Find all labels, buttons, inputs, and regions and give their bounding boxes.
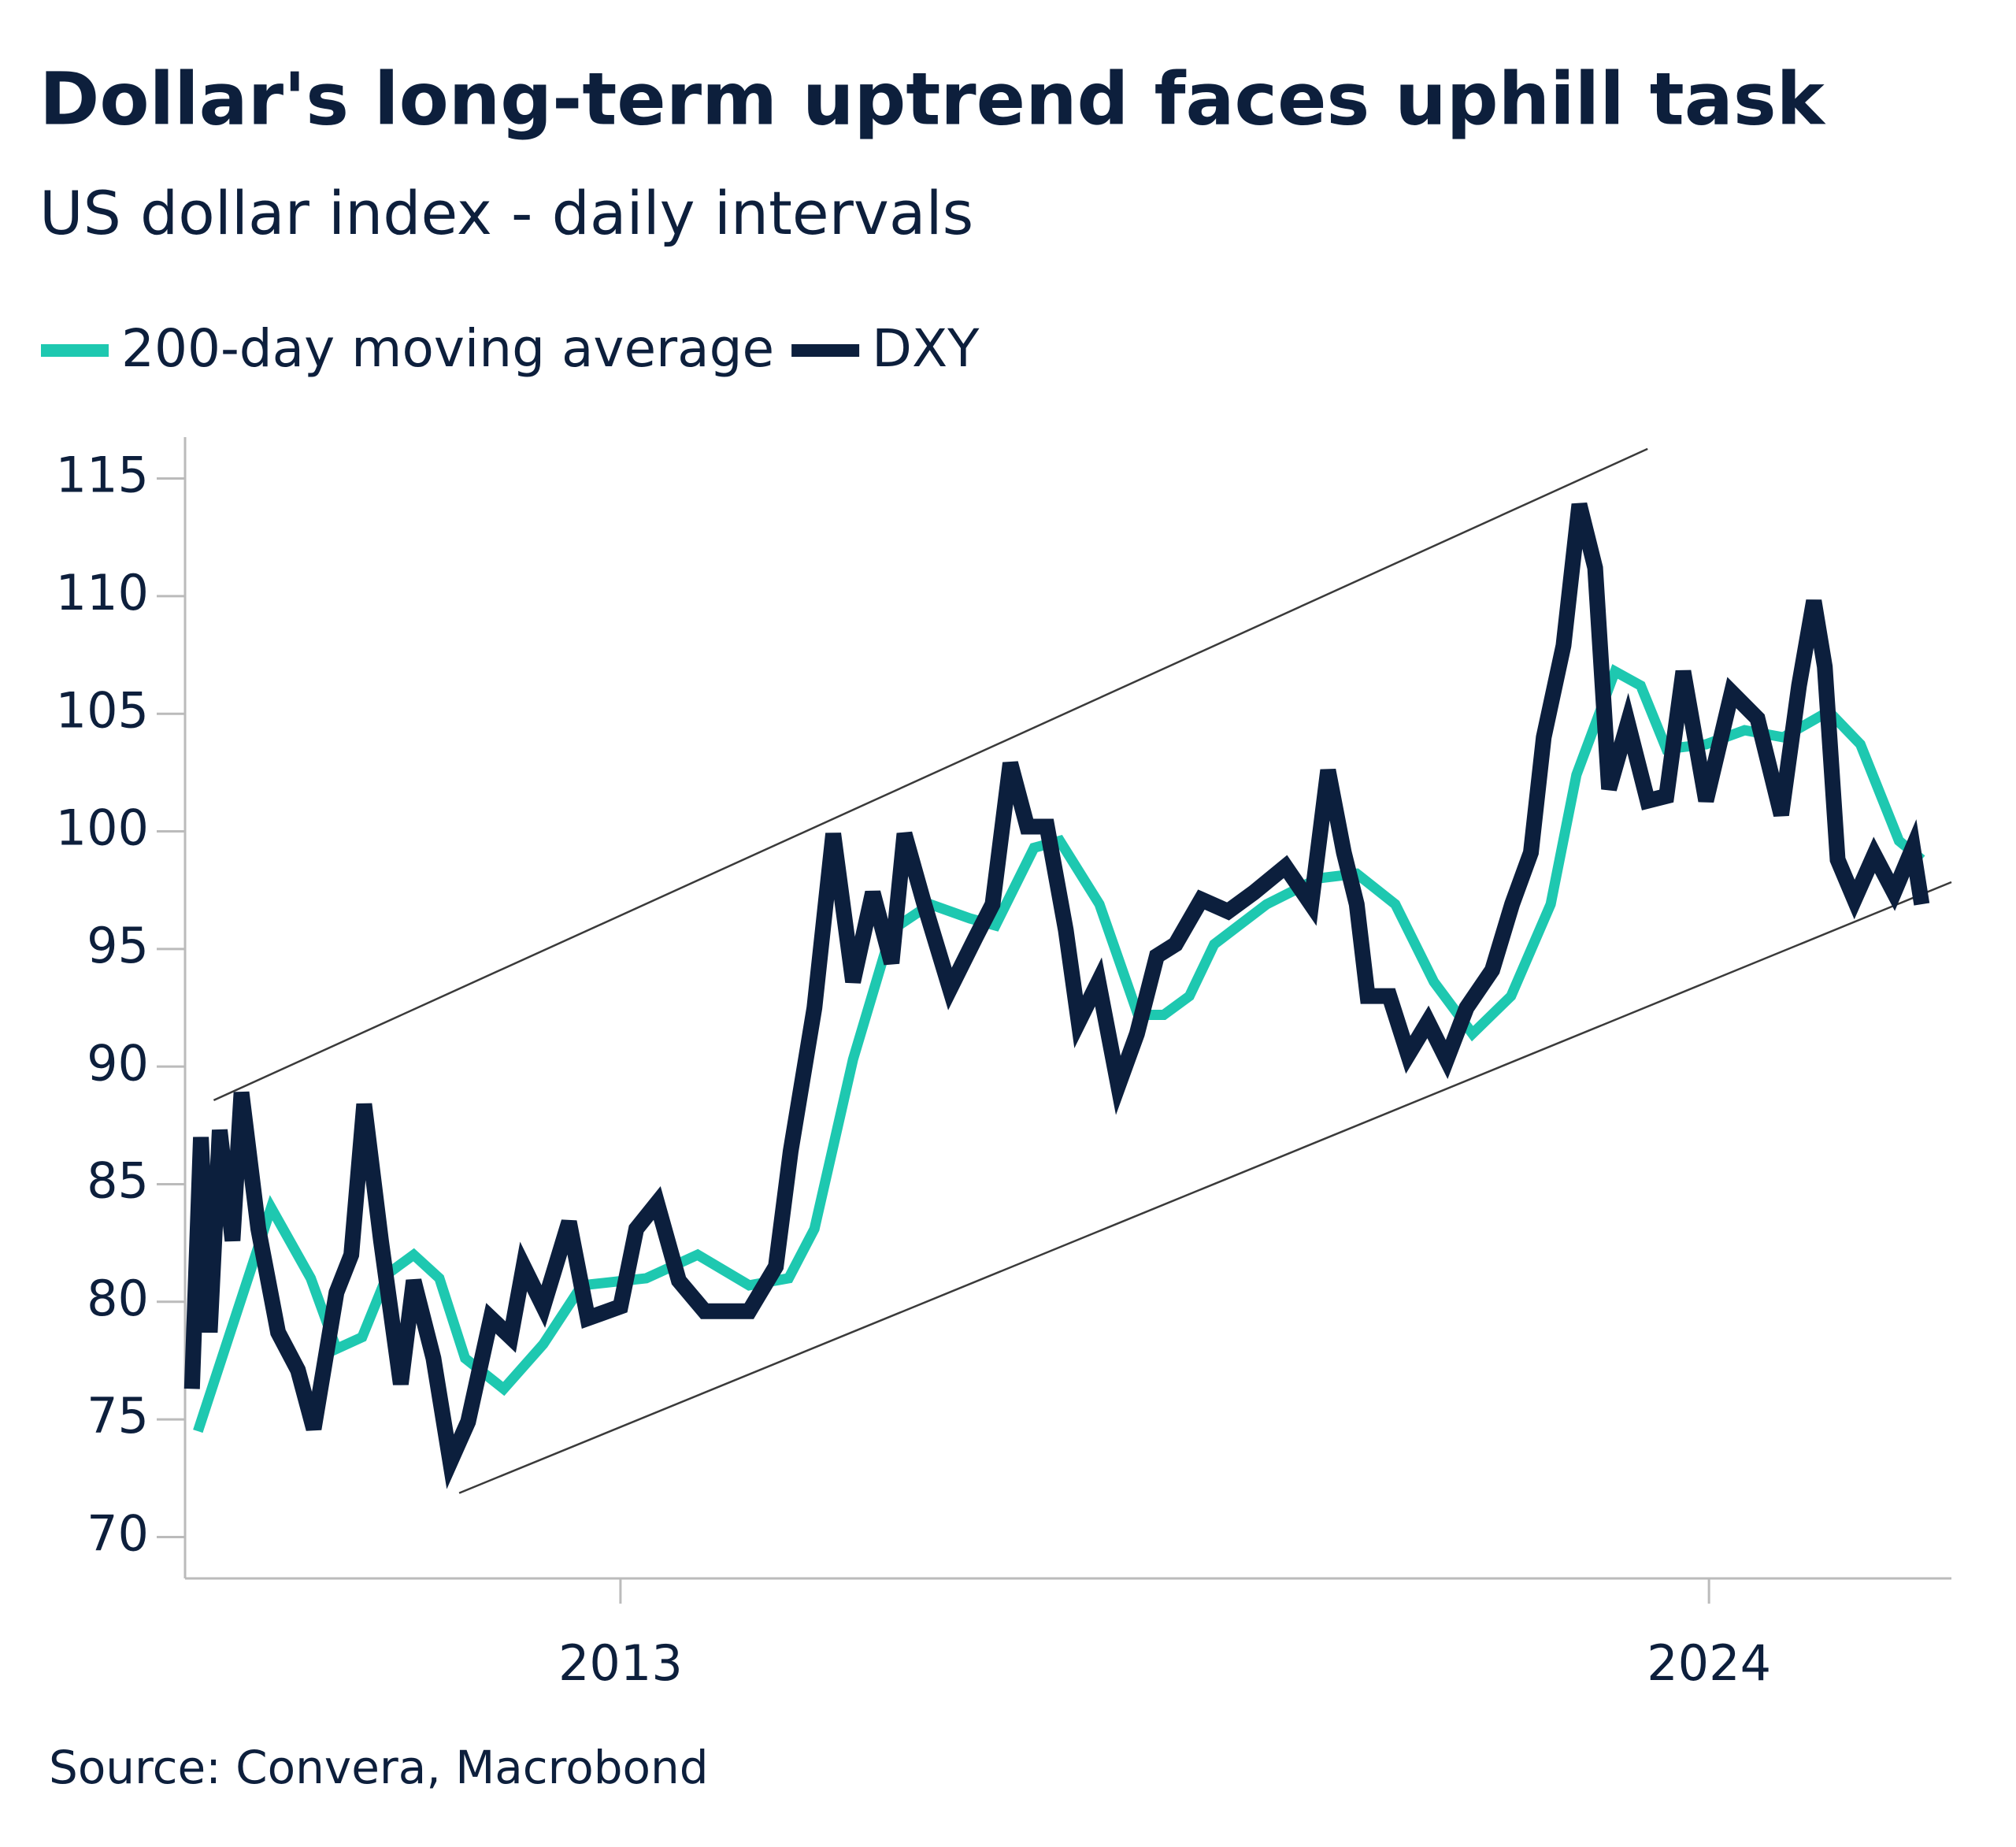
chart-subtitle: US dollar index - daily intervals	[39, 178, 973, 248]
y-tick-label: 70	[87, 1505, 149, 1563]
series-line	[183, 502, 1930, 1489]
y-tick-label: 110	[56, 564, 149, 621]
trend-line	[458, 881, 1952, 1494]
y-tick-label: 115	[56, 447, 149, 504]
series-line	[193, 664, 1925, 1433]
y-tick-label: 105	[56, 681, 149, 739]
trend-line	[213, 447, 1648, 1102]
source-note: Source: Convera, Macrobond	[49, 1741, 709, 1794]
y-tick-label: 95	[87, 917, 149, 974]
y-tick-label: 100	[56, 799, 149, 857]
y-tick-label: 90	[87, 1034, 149, 1092]
legend-label: 200-day moving average	[121, 318, 774, 379]
y-tick-label: 80	[87, 1270, 149, 1327]
legend-label: DXY	[872, 318, 980, 379]
y-tick-label: 75	[87, 1387, 149, 1445]
x-tick-label: 2013	[558, 1634, 683, 1692]
chart-title: Dollar's long-term uptrend faces uphill …	[39, 57, 1826, 141]
y-tick-label: 85	[87, 1152, 149, 1210]
x-tick-label: 2024	[1647, 1634, 1771, 1692]
